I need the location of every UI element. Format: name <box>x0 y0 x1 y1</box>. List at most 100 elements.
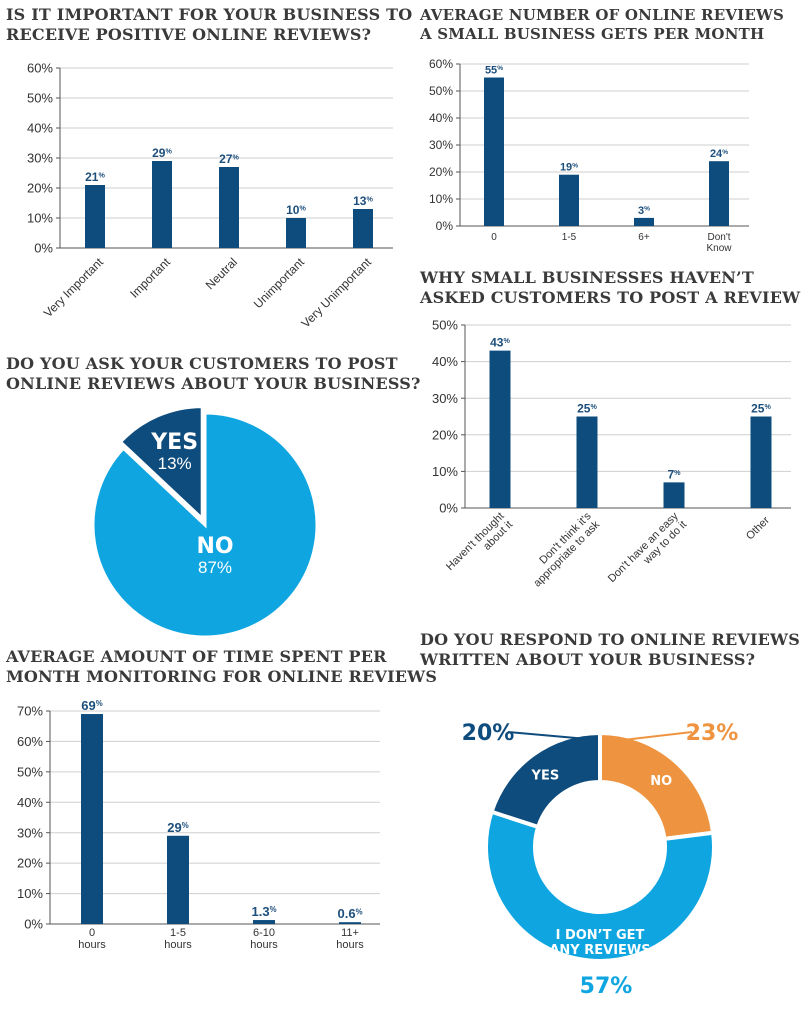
importance-title-line-1: IS IT IMPORTANT FOR YOUR BUSINESS TO <box>6 5 413 24</box>
data-label-value: 24 <box>710 148 723 160</box>
donut-label-name: NO <box>650 774 672 789</box>
data-label: 29% <box>167 820 188 835</box>
bar <box>484 77 504 226</box>
donut-slice-no-reviews <box>484 809 716 963</box>
data-label: 13% <box>353 194 373 208</box>
bar <box>576 416 598 508</box>
data-label-unit: % <box>232 152 239 161</box>
donut-label-name-line-2: ANY REVIEWS <box>549 943 650 958</box>
y-tick-label: 20% <box>17 856 43 871</box>
respond-title-line-1: DO YOU RESPOND TO ONLINE REVIEWS <box>420 630 800 649</box>
y-tick-label: 70% <box>17 704 43 719</box>
x-tick-label-line: Other <box>744 514 772 542</box>
y-tick-label: 10% <box>27 211 53 226</box>
data-label-value: 10 <box>286 203 300 217</box>
data-label-value: 55 <box>485 65 497 77</box>
bar <box>489 350 511 508</box>
importance-bar-chart: 0% 10% 20% 30% 40% 50% 60% 21% Very Important 29%… <box>27 61 393 331</box>
donut-label-name: I DON’T GET <box>556 928 645 943</box>
why-not-title-line-1: WHY SMALL BUSINESSES HAVEN’T <box>420 268 754 287</box>
data-label-value: 29 <box>167 820 181 835</box>
x-tick-label-line: Neutral <box>203 255 240 292</box>
y-tick-label: 20% <box>27 181 53 196</box>
bar <box>709 161 729 226</box>
y-tick-label: 10% <box>429 192 453 206</box>
data-label: 19% <box>560 162 578 174</box>
pie-slice-no <box>91 411 319 639</box>
data-label: 3% <box>638 205 650 217</box>
data-label: 43% <box>490 336 510 350</box>
ask-title: DO YOU ASK YOUR CUSTOMERS TO POST ONLINE… <box>6 354 421 394</box>
bar <box>85 185 105 248</box>
y-tick-label: 0% <box>34 241 53 256</box>
respond-title: DO YOU RESPOND TO ONLINE REVIEWS WRITTEN… <box>420 630 800 670</box>
data-label-value: 25 <box>577 402 591 416</box>
avg-reviews-title-line-2: A SMALL BUSINESS GETS PER MONTH <box>420 25 765 43</box>
x-tick-label: hours <box>78 939 106 951</box>
y-tick-label: 50% <box>432 318 458 333</box>
data-label-value: 3 <box>638 205 644 217</box>
donut-value-label: 20% <box>462 721 515 746</box>
time-bar-chart: 0%10%20%30%40%50%60%70% 69%0hours29%1-5ho… <box>17 698 380 951</box>
x-tick-label: Unimportant <box>251 255 308 312</box>
x-tick-label: 6+ <box>638 232 650 243</box>
data-label-value: 7 <box>667 467 674 481</box>
pie-label-name: NO <box>196 534 233 559</box>
bar <box>81 714 103 924</box>
data-label-value: 29 <box>152 146 166 160</box>
importance-title-line-2: RECEIVE POSITIVE ONLINE REVIEWS? <box>6 25 372 44</box>
data-label-unit: % <box>590 402 597 411</box>
bar <box>253 920 275 924</box>
x-tick-label: Don't <box>707 232 730 243</box>
data-label: 69% <box>81 698 102 713</box>
data-label-unit: % <box>182 821 189 830</box>
data-label-value: 1.3 <box>251 904 269 919</box>
y-tick-label: 30% <box>432 391 458 406</box>
pie-label-value: 87% <box>198 558 232 577</box>
x-tick-label-line: Don't have an easy <box>606 510 681 585</box>
data-label-value: 13 <box>353 194 367 208</box>
bar <box>559 174 579 226</box>
data-label-value: 69 <box>81 698 95 713</box>
data-label-value: 43 <box>490 336 504 350</box>
pie-label-value: 13% <box>158 454 192 473</box>
data-label-unit: % <box>674 468 681 477</box>
data-label-unit: % <box>366 194 373 203</box>
bar <box>634 217 654 226</box>
data-label-value: 0.6 <box>337 906 355 921</box>
y-tick-label: 10% <box>432 464 458 479</box>
y-tick-label: 0% <box>24 917 43 932</box>
y-tick-label: 60% <box>27 61 53 76</box>
x-tick-label: Other <box>744 514 772 542</box>
avg-reviews-bar-chart: 0% 10% 20% 30% 40% 50% 60% 55% 0 19% 1-5 3% 6+ 24% Don… <box>429 57 749 254</box>
x-tick-label: hours <box>164 939 192 951</box>
x-tick-label: 0 <box>491 232 497 243</box>
x-tick-label: hours <box>250 939 278 951</box>
data-label-unit: % <box>98 170 105 179</box>
data-label: 1.3% <box>251 904 276 919</box>
x-tick-label: 0 <box>89 927 95 939</box>
y-tick-label: 50% <box>17 764 43 779</box>
y-tick-label: 0% <box>439 501 458 516</box>
data-label-unit: % <box>722 149 728 156</box>
why-not-bar-chart: 0% 10% 20% 30% 40% 50% 43% Haven't thoughtabout… <box>432 318 791 590</box>
x-tick-label: Know <box>706 243 732 254</box>
avg-reviews-title: AVERAGE NUMBER OF ONLINE REVIEWS A SMALL… <box>420 6 784 44</box>
y-tick-label: 40% <box>429 111 453 125</box>
data-label: 29% <box>152 146 172 160</box>
y-tick-label: 40% <box>27 121 53 136</box>
data-label: 0.6% <box>337 906 362 921</box>
data-label-unit: % <box>764 402 771 411</box>
x-tick-label: 6-10 <box>253 927 275 939</box>
ask-title-line-2: ONLINE REVIEWS ABOUT YOUR BUSINESS? <box>6 374 421 393</box>
data-label: 25% <box>577 402 597 416</box>
bar <box>353 209 373 248</box>
pie-label-name: YES <box>150 430 198 455</box>
avg-reviews-title-line-1: AVERAGE NUMBER OF ONLINE REVIEWS <box>420 6 785 24</box>
data-label-unit: % <box>299 203 306 212</box>
